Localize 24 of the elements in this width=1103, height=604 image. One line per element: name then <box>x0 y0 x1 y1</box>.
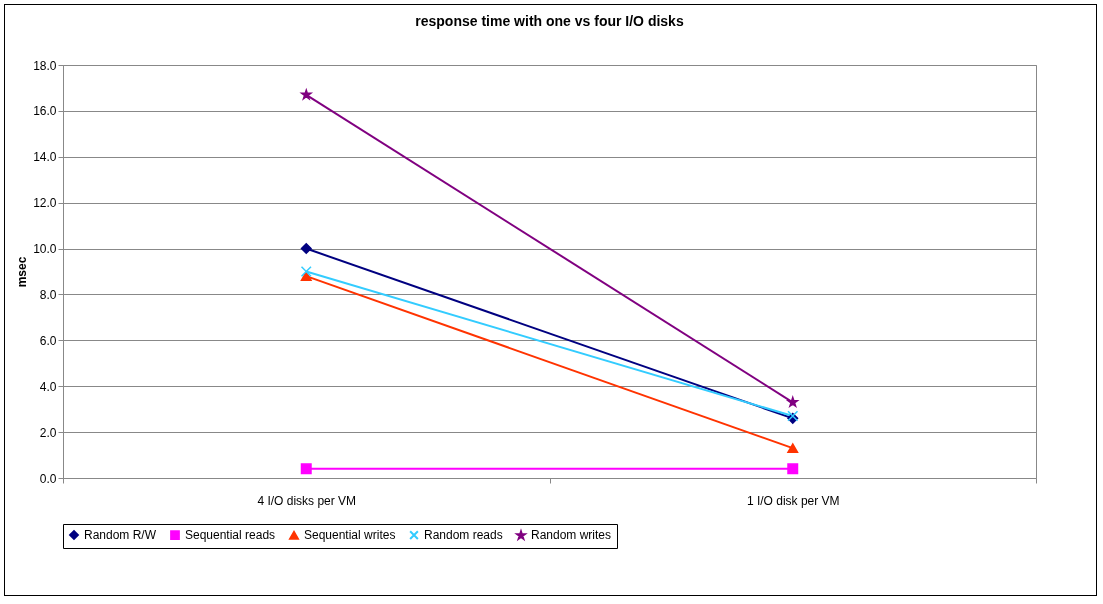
y-axis-title: msec <box>15 256 30 288</box>
y-tick-label: 16.0 <box>33 104 57 119</box>
y-tick-label: 18.0 <box>33 58 57 73</box>
point <box>787 463 799 475</box>
y-tick-label: 2.0 <box>39 425 57 440</box>
legend-label: Random writes <box>531 528 612 543</box>
legend-label: Random R/W <box>84 528 157 543</box>
point <box>300 463 312 475</box>
legend-label: Random reads <box>424 528 503 543</box>
chart-title: response time with one vs four I/O disks <box>415 13 684 29</box>
y-tick-label: 12.0 <box>33 196 57 211</box>
x-tick-label: 1 I/O disk per VM <box>746 493 840 508</box>
legend-label: Sequential writes <box>304 528 396 543</box>
point <box>300 89 312 100</box>
y-tick-label: 10.0 <box>33 242 57 257</box>
y-tick-label: 6.0 <box>39 333 57 348</box>
y-tick-label: 14.0 <box>33 150 57 165</box>
y-tick-label: 4.0 <box>39 379 57 394</box>
y-tick-label: 8.0 <box>39 287 57 302</box>
x-tick-label: 4 I/O disks per VM <box>257 493 357 508</box>
point <box>300 243 312 255</box>
y-tick-label: 0.0 <box>39 471 57 486</box>
point <box>787 396 799 407</box>
legend-label: Sequential reads <box>185 528 276 543</box>
